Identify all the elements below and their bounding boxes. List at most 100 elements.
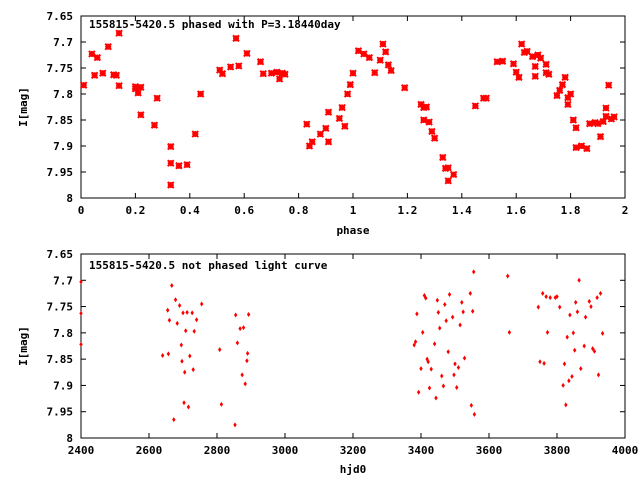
data-point [400,84,409,92]
data-point [536,304,540,310]
data-point [219,401,224,407]
phased-x-tick-label: 0 [78,204,85,217]
data-point [360,50,368,58]
unphased-data-points [79,269,605,428]
data-point [256,58,265,66]
data-point [273,68,281,76]
unphased-y-tick-label: 7.7 [53,274,73,287]
data-point [182,400,186,406]
data-point [472,269,476,275]
phased-y-tick-label: 7.95 [47,166,74,179]
data-point [468,290,472,296]
data-point [90,71,99,79]
data-point [568,312,572,318]
unphased-chart-title: 155815-5420.5 not phased light curve [89,259,328,272]
phased-x-tick-label: 0.2 [125,204,145,217]
data-point [531,72,539,81]
data-point [577,277,581,283]
data-point [460,299,464,305]
data-point [322,124,330,133]
data-point [240,372,244,378]
phased-plot-frame [80,15,626,199]
data-point [191,367,195,373]
data-point [192,328,196,334]
unphased-x-tick-label: 2600 [136,444,163,457]
data-point [439,153,447,162]
data-point [175,162,183,170]
data-point [167,317,172,323]
phased-x-axis-label: phase [336,224,369,237]
data-point [587,298,591,304]
data-point [173,297,178,303]
data-point [582,343,586,349]
unphased-y-axis-label: I[mag] [17,326,30,366]
data-point [470,308,475,314]
data-point [243,381,247,387]
data-point [444,164,452,172]
data-point [235,62,243,70]
data-point [441,383,446,389]
data-point [471,102,480,110]
data-point [572,347,577,353]
data-point [589,304,593,310]
data-point [443,301,447,307]
data-point [610,113,618,121]
data-point [545,329,550,335]
data-point [371,68,379,77]
data-point [234,312,238,318]
phased-light-curve-panel: 155815-5420.5 phased with P=3.18440day p… [17,10,628,237]
phased-y-tick-label: 7.85 [47,114,74,127]
data-point [316,130,325,138]
data-point [150,121,159,129]
data-point [538,359,542,365]
data-point [191,130,199,138]
data-point [167,159,175,167]
data-point [104,42,112,51]
data-point [79,279,83,285]
unphased-y-tick-label: 7.85 [47,353,74,366]
data-point [585,119,594,128]
data-point [185,309,189,315]
data-point [180,358,184,364]
data-point [425,118,433,126]
data-point [600,330,605,336]
data-point [424,295,428,301]
phased-x-tick-label: 1.2 [397,204,417,217]
data-point [444,318,448,324]
data-point [450,314,455,320]
phased-x-tick-label: 1.4 [452,204,472,217]
data-point [558,304,562,310]
unphased-x-tick-label: 3000 [272,444,299,457]
data-point [482,94,490,102]
data-point [461,309,465,315]
data-point [415,311,419,317]
data-point [449,170,458,179]
phased-x-tick-label: 1 [350,204,357,217]
data-point [531,62,539,71]
unphased-plot-frame [80,253,626,439]
unphased-x-tick-label: 3800 [544,444,571,457]
unphased-x-axis-label: hjd0 [340,463,367,476]
data-point [427,385,432,391]
data-point [137,111,145,119]
data-point [453,361,457,367]
unphased-x-tick-label: 2400 [68,444,95,457]
phased-y-ticks: 7.65 7.7 7.75 7.8 7.85 7.9 7.95 8 [47,10,625,205]
data-point [438,325,442,331]
data-point [80,81,88,89]
data-point [446,349,450,355]
data-point [572,143,580,152]
unphased-y-tick-label: 7.75 [47,301,74,314]
unphased-y-tick-label: 7.8 [53,327,73,340]
unphased-y-ticks: 7.65 7.7 7.75 7.8 7.85 7.9 7.95 8 [47,248,625,445]
data-point [245,350,250,356]
data-point [462,355,467,361]
data-point [469,402,474,408]
data-point [184,328,188,334]
data-point [384,61,393,69]
data-point [523,47,531,56]
data-point [194,317,199,323]
data-point [579,366,583,372]
data-point [596,132,605,141]
data-point [542,60,550,69]
